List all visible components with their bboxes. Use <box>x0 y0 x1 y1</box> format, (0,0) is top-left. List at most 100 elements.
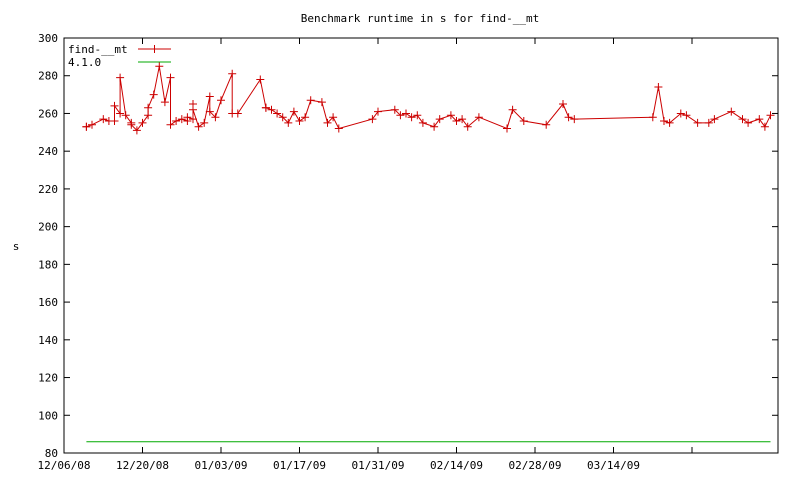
x-tick-label: 02/28/09 <box>509 459 562 472</box>
data-point <box>88 120 96 129</box>
y-tick-label: 80 <box>45 447 58 460</box>
data-point <box>166 73 175 82</box>
data-point <box>660 117 668 125</box>
y-tick-label: 160 <box>38 296 58 309</box>
data-point <box>205 92 214 101</box>
data-point <box>295 117 304 125</box>
data-point <box>334 124 343 133</box>
series-layer <box>82 62 775 443</box>
x-tick-label: 01/03/09 <box>195 459 248 472</box>
data-point <box>110 101 119 110</box>
data-point <box>710 115 719 124</box>
y-tick-label: 280 <box>38 70 58 83</box>
data-point <box>323 118 332 127</box>
data-point <box>648 113 657 122</box>
data-point <box>121 111 130 120</box>
data-point <box>463 122 472 131</box>
data-point <box>155 62 164 71</box>
y-tick-label: 100 <box>38 409 58 422</box>
data-point <box>727 107 736 116</box>
data-point <box>256 75 265 84</box>
data-point <box>217 96 225 105</box>
data-point <box>289 107 298 116</box>
data-point <box>682 111 691 120</box>
data-point <box>166 120 175 129</box>
data-point <box>413 111 422 120</box>
data-point <box>144 103 153 112</box>
legend-label: find-__mt <box>68 43 128 56</box>
data-point <box>301 113 310 122</box>
x-tick-label: 12/20/08 <box>116 459 169 472</box>
data-point <box>233 109 242 118</box>
data-point <box>508 105 517 114</box>
data-point <box>559 100 567 108</box>
data-point <box>570 115 579 124</box>
x-tick-label: 01/17/09 <box>273 459 326 472</box>
data-point <box>317 98 326 107</box>
chart-title: Benchmark runtime in s for find-__mt <box>301 12 539 25</box>
data-point <box>374 107 382 116</box>
data-point <box>402 109 410 118</box>
data-point <box>211 113 220 122</box>
data-point <box>704 118 713 127</box>
y-tick-label: 180 <box>38 258 58 271</box>
y-tick-label: 300 <box>38 32 58 45</box>
data-point <box>693 118 702 127</box>
data-point <box>138 118 147 127</box>
data-point <box>144 111 153 120</box>
data-point <box>766 111 775 120</box>
y-tick-label: 120 <box>38 372 58 385</box>
data-point <box>738 115 747 124</box>
data-point <box>172 117 181 125</box>
plot-frame <box>63 37 779 454</box>
data-point <box>654 83 663 91</box>
data-point <box>744 118 753 127</box>
data-point <box>368 115 377 124</box>
y-tick-label: 240 <box>38 145 58 158</box>
legend-label: 4.1.0 <box>68 56 101 69</box>
data-point <box>760 122 769 131</box>
data-point <box>665 118 674 127</box>
data-point <box>306 96 315 105</box>
data-point <box>396 111 405 120</box>
data-point <box>435 115 444 124</box>
data-point <box>474 113 483 122</box>
data-point <box>390 105 399 114</box>
data-point <box>132 126 141 135</box>
data-point <box>116 109 125 118</box>
data-point <box>189 105 197 114</box>
data-point <box>99 115 108 124</box>
y-axis-label: s <box>13 240 20 253</box>
data-point <box>278 113 287 122</box>
data-point <box>418 118 427 127</box>
data-point <box>542 120 551 129</box>
data-point <box>116 73 125 82</box>
data-point <box>177 115 186 124</box>
data-point <box>189 115 197 124</box>
data-point <box>676 109 685 118</box>
data-point <box>82 122 91 131</box>
y-tick-label: 140 <box>38 334 58 347</box>
data-point <box>205 107 214 116</box>
data-point <box>503 124 511 133</box>
data-point <box>194 122 203 131</box>
y-axis: 80 100 120 140 160 180 200 220 240 260 280 300 <box>38 32 778 460</box>
data-point <box>110 117 119 125</box>
data-point <box>183 113 192 122</box>
data-point <box>160 98 169 107</box>
series-find-mt <box>82 62 775 135</box>
data-point <box>284 118 293 127</box>
data-point <box>228 69 237 78</box>
x-tick-label: 03/14/09 <box>587 459 640 472</box>
data-point <box>452 117 461 125</box>
x-tick-label: 02/14/09 <box>430 459 483 472</box>
data-point <box>273 109 282 118</box>
data-point <box>519 117 528 125</box>
data-point <box>458 115 467 124</box>
data-point <box>329 113 338 122</box>
y-tick-label: 200 <box>38 221 58 234</box>
legend-marker <box>150 45 159 53</box>
data-point <box>407 113 416 122</box>
data-point <box>127 120 136 129</box>
